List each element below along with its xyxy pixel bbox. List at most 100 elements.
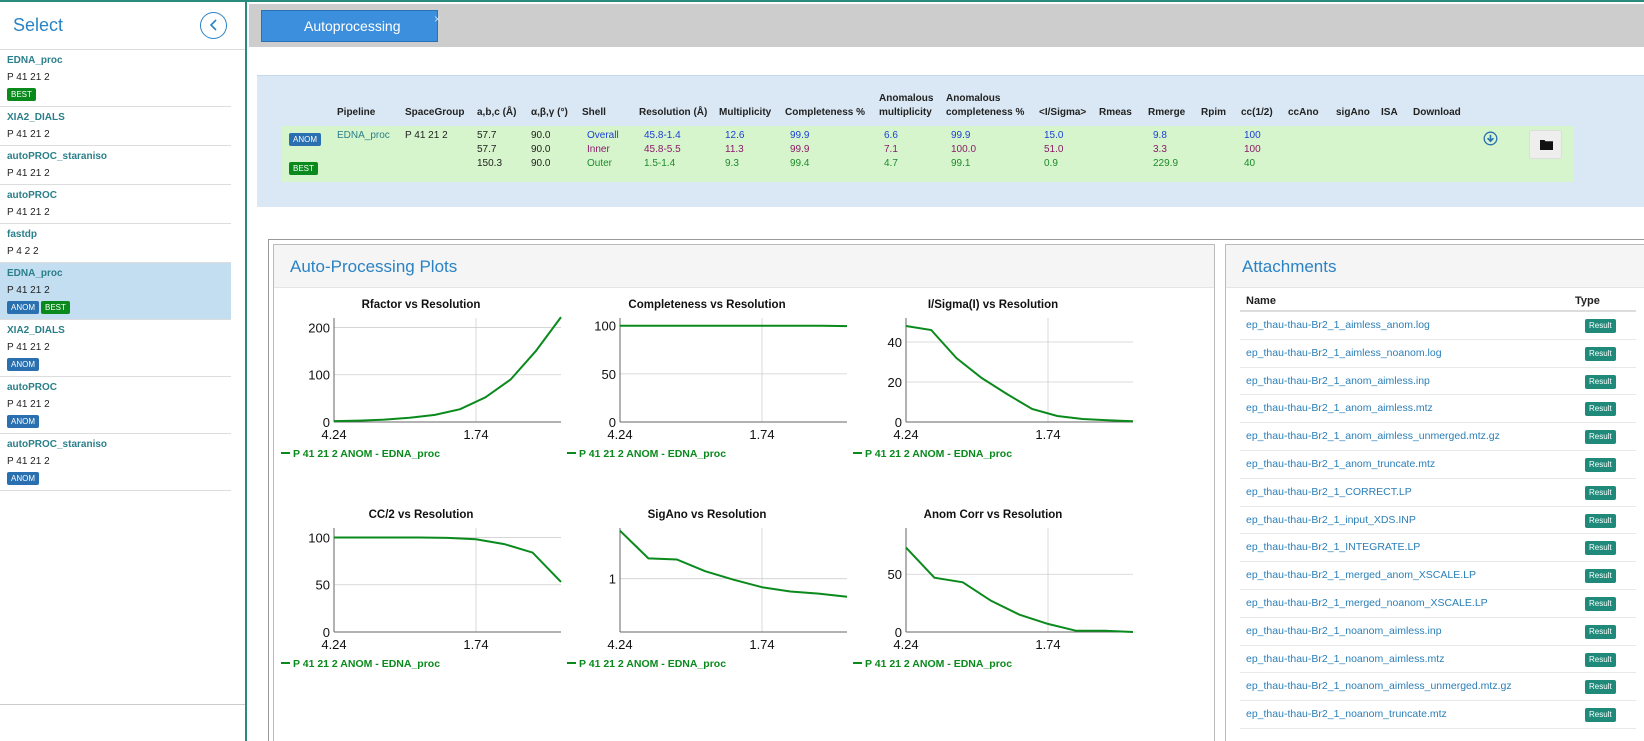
- col-cchalf: cc(1/2): [1241, 107, 1273, 118]
- chart-svg: CC/2 vs Resolution 0 50 100 4.24 1.74 P 41 21 …: [281, 509, 562, 670]
- summary-anom-comp: 99.1: [951, 158, 971, 169]
- y-tick-label: 0: [895, 625, 902, 640]
- best-badge: BEST: [7, 88, 36, 101]
- attachment-link[interactable]: ep_thau-thau-Br2_1_noanom_aimless_unmerg…: [1246, 680, 1512, 693]
- sidebar-item-autoproc-staraniso[interactable]: autoPROC_staraniso P 41 21 2 ANOM: [0, 434, 231, 491]
- plot-completeness-vs-resolution: Completeness vs Resolution 0 50 100 4.24 1.74…: [560, 293, 860, 483]
- x-tick-label: 1.74: [463, 427, 488, 442]
- attachment-link[interactable]: ep_thau-thau-Br2_1_anom_aimless.mtz: [1246, 402, 1433, 415]
- col-angles: α,β,γ (°): [531, 107, 568, 118]
- attachment-row: ep_thau-thau-Br2_1_noanom_truncate.mtz Re…: [1240, 701, 1636, 729]
- sidebar-item-xia2-dials[interactable]: XIA2_DIALS P 41 21 2: [0, 107, 231, 146]
- attachments-title: Attachments: [1242, 257, 1337, 276]
- close-tab-icon[interactable]: ×: [434, 12, 442, 26]
- folder-icon: [1540, 140, 1553, 150]
- attachment-link[interactable]: ep_thau-thau-Br2_1_INTEGRATE.LP: [1246, 541, 1421, 554]
- sidebar-item-xia2-dials[interactable]: XIA2_DIALS P 41 21 2 ANOM: [0, 320, 231, 377]
- anom-badge: ANOM: [289, 133, 321, 146]
- attachment-link[interactable]: ep_thau-thau-Br2_1_noanom_aimless.mtz: [1246, 652, 1445, 665]
- series-line: [619, 529, 848, 598]
- attachment-row: ep_thau-thau-Br2_1_CORRECT.LP Result: [1240, 479, 1636, 507]
- chart-title: I/Sigma(I) vs Resolution: [928, 299, 1058, 311]
- pipeline-list: EDNA_proc P 41 21 2 BEST XIA2_DIALS P 41 21 …: [0, 50, 231, 491]
- col-spacegroup: SpaceGroup: [405, 107, 465, 118]
- open-folder-button[interactable]: [1529, 130, 1562, 159]
- chart-title: Completeness vs Resolution: [628, 299, 785, 311]
- attachment-link[interactable]: ep_thau-thau-Br2_1_CORRECT.LP: [1246, 485, 1412, 498]
- col-type: Type: [1575, 295, 1600, 307]
- attachment-type-badge: Result: [1585, 596, 1616, 611]
- sidebar-item-autoproc-staraniso[interactable]: autoPROC_staraniso P 41 21 2: [0, 146, 231, 185]
- sidebar-item-spacegroup: P 41 21 2: [7, 456, 50, 467]
- attachment-link[interactable]: ep_thau-thau-Br2_1_aimless_noanom.log: [1246, 346, 1442, 359]
- badge-group: ANOM: [7, 415, 224, 428]
- badge-group: ANOM: [7, 472, 224, 485]
- sidebar-item-name: XIA2_DIALS: [7, 112, 65, 123]
- y-tick-label: 100: [594, 319, 616, 334]
- anom-badge: ANOM: [7, 358, 39, 371]
- attachment-link[interactable]: ep_thau-thau-Br2_1_merged_anom_XSCALE.LP: [1246, 569, 1476, 582]
- plot-cc-2-vs-resolution: CC/2 vs Resolution 0 50 100 4.24 1.74 P 41 21 …: [274, 503, 574, 693]
- summary-isigma: 51.0: [1044, 144, 1064, 155]
- sidebar-item-spacegroup: P 41 21 2: [7, 168, 50, 179]
- sidebar-item-spacegroup: P 4 2 2: [7, 246, 39, 257]
- y-tick-label: 40: [888, 335, 902, 350]
- attachment-link[interactable]: ep_thau-thau-Br2_1_anom_aimless.inp: [1246, 374, 1430, 387]
- summary-shell: Overall: [587, 130, 619, 141]
- plots-title: Auto-Processing Plots: [290, 257, 458, 276]
- summary-rmerge: 9.8: [1153, 130, 1167, 141]
- col-cell: a,b,c (Å): [477, 107, 517, 118]
- attachment-link[interactable]: ep_thau-thau-Br2_1_merged_noanom_XSCALE.…: [1246, 596, 1488, 609]
- summary-resolution: 45.8-1.4: [644, 130, 681, 141]
- summary-angle: 90.0: [531, 130, 551, 141]
- col-shell: Shell: [582, 107, 606, 118]
- y-tick-label: 0: [323, 625, 330, 640]
- sidebar-item-name: autoPROC_staraniso: [7, 439, 108, 450]
- legend-label: P 41 21 2 ANOM - EDNA_proc: [579, 658, 726, 670]
- summary-panel: Pipeline SpaceGroup a,b,c (Å) α,β,γ (°) …: [257, 75, 1644, 207]
- sidebar-item-edna-proc[interactable]: EDNA_proc P 41 21 2 ANOM BEST: [0, 263, 231, 320]
- attachment-link[interactable]: ep_thau-thau-Br2_1_anom_truncate.mtz: [1246, 457, 1436, 470]
- attachment-type-badge: Result: [1585, 402, 1616, 417]
- attachment-link[interactable]: ep_thau-thau-Br2_1_input_XDS.INP: [1246, 513, 1416, 526]
- col-isigma: <I/Sigma>: [1039, 107, 1087, 118]
- summary-shell: Outer: [587, 158, 613, 169]
- summary-cchalf: 100: [1244, 130, 1261, 141]
- y-tick-label: 1: [609, 572, 616, 587]
- plot-sigano-vs-resolution: SigAno vs Resolution 1 4.24 1.74 P 41 21 2 A…: [560, 503, 860, 693]
- sidebar-item-autoproc[interactable]: autoPROC P 41 21 2 ANOM: [0, 377, 231, 434]
- x-tick-label: 1.74: [1035, 637, 1060, 652]
- summary-rmerge: 3.3: [1153, 144, 1167, 155]
- attachment-row: ep_thau-thau-Br2_1_merged_anom_XSCALE.LP…: [1240, 562, 1636, 590]
- col-rmerge: Rmerge: [1148, 107, 1186, 118]
- sidebar-item-name: fastdp: [7, 229, 37, 240]
- attachment-link[interactable]: ep_thau-thau-Br2_1_anom_aimless_unmerged…: [1246, 430, 1500, 443]
- attachment-link[interactable]: ep_thau-thau-Br2_1_noanom_aimless.inp: [1246, 624, 1442, 637]
- download-circle-icon[interactable]: [1483, 131, 1498, 146]
- sidebar-item-autoproc[interactable]: autoPROC P 41 21 2: [0, 185, 231, 224]
- attachment-link[interactable]: ep_thau-thau-Br2_1_noanom_truncate.mtz: [1246, 708, 1447, 721]
- col-ccano: ccAno: [1288, 107, 1319, 118]
- legend-label: P 41 21 2 ANOM - EDNA_proc: [293, 448, 440, 460]
- attachment-row: ep_thau-thau-Br2_1_aimless_anom.log Resul…: [1240, 312, 1636, 340]
- attachment-type-badge: Result: [1585, 541, 1616, 556]
- summary-completeness: 99.4: [790, 158, 810, 169]
- sidebar-item-spacegroup: P 41 21 2: [7, 399, 50, 410]
- sidebar-item-name: EDNA_proc: [7, 268, 63, 279]
- summary-cell: 150.3: [477, 158, 503, 169]
- collapse-sidebar-button[interactable]: [200, 12, 227, 39]
- attachment-row: ep_thau-thau-Br2_1_anom_aimless.inp Resul…: [1240, 368, 1636, 396]
- sidebar-item-edna-proc[interactable]: EDNA_proc P 41 21 2 BEST: [0, 50, 231, 107]
- col-name: Name: [1246, 295, 1276, 307]
- sidebar-item-fastdp[interactable]: fastdp P 4 2 2: [0, 224, 231, 263]
- attachment-row: ep_thau-thau-Br2_1_noanom_aimless.mtz Res…: [1240, 646, 1636, 674]
- series-line: [905, 546, 1134, 633]
- attachment-link[interactable]: ep_thau-thau-Br2_1_aimless_anom.log: [1246, 319, 1430, 331]
- sidebar: Select EDNA_proc P 41 21 2 BEST XIA2_DIALS P…: [0, 2, 247, 741]
- chart-title: SigAno vs Resolution: [648, 509, 767, 521]
- attachment-type-badge: Result: [1585, 569, 1616, 584]
- tab-autoprocessing[interactable]: Autoprocessing ×: [261, 10, 442, 42]
- legend-label: P 41 21 2 ANOM - EDNA_proc: [865, 658, 1012, 670]
- sidebar-header: Select: [0, 2, 245, 50]
- x-tick-label: 1.74: [1035, 427, 1060, 442]
